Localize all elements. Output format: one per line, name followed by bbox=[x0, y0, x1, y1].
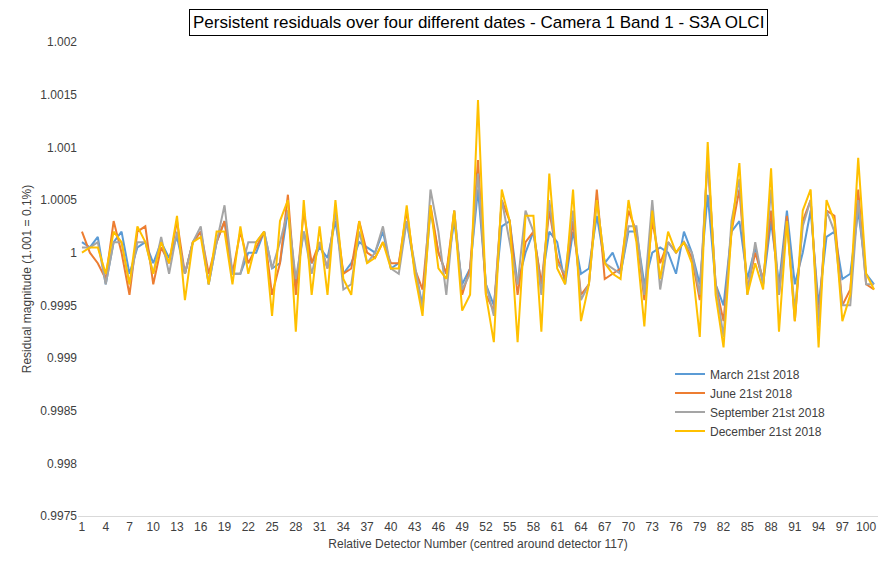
svg-text:79: 79 bbox=[693, 520, 707, 534]
svg-text:73: 73 bbox=[646, 520, 660, 534]
svg-text:December 21st 2018: December 21st 2018 bbox=[710, 425, 822, 439]
svg-text:Persistent residuals over four: Persistent residuals over four different… bbox=[193, 13, 764, 32]
svg-text:0.999: 0.999 bbox=[47, 351, 77, 365]
svg-text:34: 34 bbox=[337, 520, 351, 534]
svg-text:March 21st 2018: March 21st 2018 bbox=[710, 368, 800, 382]
svg-text:1: 1 bbox=[79, 520, 86, 534]
svg-text:55: 55 bbox=[503, 520, 517, 534]
svg-text:67: 67 bbox=[598, 520, 612, 534]
svg-text:91: 91 bbox=[788, 520, 802, 534]
svg-text:22: 22 bbox=[242, 520, 256, 534]
svg-text:10: 10 bbox=[147, 520, 161, 534]
svg-text:0.998: 0.998 bbox=[47, 457, 77, 471]
svg-text:61: 61 bbox=[551, 520, 565, 534]
svg-text:64: 64 bbox=[574, 520, 588, 534]
svg-text:76: 76 bbox=[669, 520, 683, 534]
svg-text:1: 1 bbox=[70, 246, 77, 260]
svg-text:25: 25 bbox=[265, 520, 279, 534]
svg-text:16: 16 bbox=[194, 520, 208, 534]
svg-text:7: 7 bbox=[126, 520, 133, 534]
svg-text:31: 31 bbox=[313, 520, 327, 534]
svg-text:88: 88 bbox=[764, 520, 778, 534]
svg-text:37: 37 bbox=[360, 520, 374, 534]
svg-text:97: 97 bbox=[836, 520, 850, 534]
svg-text:June 21st 2018: June 21st 2018 bbox=[710, 387, 792, 401]
svg-text:1.001: 1.001 bbox=[47, 141, 77, 155]
svg-text:70: 70 bbox=[622, 520, 636, 534]
svg-text:100: 100 bbox=[856, 520, 876, 534]
svg-text:49: 49 bbox=[455, 520, 469, 534]
svg-text:82: 82 bbox=[717, 520, 731, 534]
svg-text:Residual magnitude (1.001 = 0.: Residual magnitude (1.001 = 0.1%) bbox=[20, 185, 34, 373]
svg-text:0.9995: 0.9995 bbox=[40, 299, 77, 313]
svg-text:September 21st 2018: September 21st 2018 bbox=[710, 406, 825, 420]
svg-text:94: 94 bbox=[812, 520, 826, 534]
svg-text:4: 4 bbox=[102, 520, 109, 534]
svg-text:19: 19 bbox=[218, 520, 232, 534]
svg-text:1.002: 1.002 bbox=[47, 35, 77, 49]
svg-text:43: 43 bbox=[408, 520, 422, 534]
svg-text:40: 40 bbox=[384, 520, 398, 534]
svg-text:46: 46 bbox=[432, 520, 446, 534]
svg-text:0.9985: 0.9985 bbox=[40, 404, 77, 418]
svg-text:1.0005: 1.0005 bbox=[40, 193, 77, 207]
svg-text:52: 52 bbox=[479, 520, 493, 534]
svg-text:58: 58 bbox=[527, 520, 541, 534]
svg-text:1.0015: 1.0015 bbox=[40, 88, 77, 102]
svg-text:28: 28 bbox=[289, 520, 303, 534]
svg-text:Relative Detector Number (cent: Relative Detector Number (centred around… bbox=[328, 537, 627, 551]
svg-text:0.9975: 0.9975 bbox=[40, 509, 77, 523]
svg-text:13: 13 bbox=[170, 520, 184, 534]
svg-text:85: 85 bbox=[741, 520, 755, 534]
